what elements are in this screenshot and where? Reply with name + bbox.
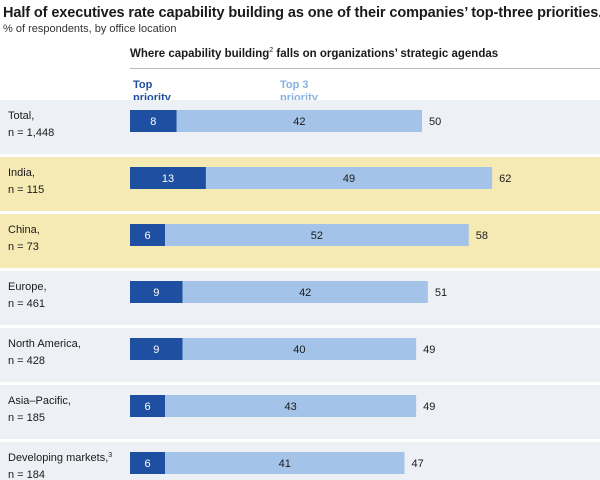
row-label-count: n = 184 xyxy=(8,469,45,480)
chart-heading: Where capability building2 falls on orga… xyxy=(130,47,498,60)
bar-total-label: 49 xyxy=(423,401,435,413)
row-label-footnote: 3 xyxy=(108,452,112,459)
bar-top-priority xyxy=(130,338,183,360)
bar-top3-priority-label: 49 xyxy=(343,173,355,185)
bar-top3-priority xyxy=(182,281,428,303)
row-label-name: China, xyxy=(8,224,40,236)
bar-top-priority xyxy=(130,452,166,474)
row-label: Total, n = 1,448 xyxy=(8,110,54,139)
bar-top-priority xyxy=(130,167,206,189)
bar-top3-priority-label: 42 xyxy=(299,287,311,299)
row-label-count: n = 428 xyxy=(8,355,45,367)
bar-top-priority-label: 13 xyxy=(162,173,174,185)
bar-top-priority-label: 6 xyxy=(144,401,150,413)
bar-top3-priority xyxy=(205,167,493,189)
bar-total-label: 47 xyxy=(411,458,423,470)
bar-top3-priority-label: 40 xyxy=(293,344,305,356)
row-label-name: Developing markets, xyxy=(8,452,108,464)
bar-top-priority-label: 6 xyxy=(144,230,150,242)
bar-total-label: 58 xyxy=(476,230,488,242)
row-label-count: n = 185 xyxy=(8,412,45,424)
row-label-count: n = 115 xyxy=(8,184,44,196)
legend-top-line1: Top xyxy=(133,79,153,91)
bar-total-label: 51 xyxy=(435,287,447,299)
heading-divider xyxy=(130,68,600,69)
bar-total-label: 49 xyxy=(423,344,435,356)
chart-heading-text: Where capability building xyxy=(130,47,270,60)
row-label-name: North America, xyxy=(8,338,81,350)
bar-top3-priority-label: 43 xyxy=(284,401,296,413)
row-label: Developing markets,3 n = 184 xyxy=(8,452,112,480)
bar-top-priority xyxy=(130,395,166,417)
row-label-name: Total, xyxy=(8,110,34,122)
legend-top3-line1: Top 3 xyxy=(280,79,309,91)
bar-top3-priority-label: 52 xyxy=(311,230,323,242)
row-label: Asia–Pacific, n = 185 xyxy=(8,395,71,424)
row-label-name: Europe, xyxy=(8,281,47,293)
bar-top3-priority xyxy=(165,224,469,246)
bar-top3-priority xyxy=(165,395,417,417)
bar-top-priority-label: 6 xyxy=(144,458,150,470)
chart-title: Half of executives rate capability build… xyxy=(3,5,600,21)
bar-top-priority-label: 9 xyxy=(153,287,159,299)
bar-top3-priority-label: 41 xyxy=(279,458,291,470)
row-label-name: Asia–Pacific, xyxy=(8,395,71,407)
bar-top3-priority xyxy=(176,110,422,132)
bar-total-label: 62 xyxy=(499,173,511,185)
bar-top-priority-label: 8 xyxy=(150,116,156,128)
row-label-name: India, xyxy=(8,167,35,179)
chart-heading-rest: falls on organizations’ strategic agenda… xyxy=(273,47,499,60)
row-label: Europe, n = 461 xyxy=(8,281,47,310)
row-label: North America, n = 428 xyxy=(8,338,81,367)
chart-subtitle: % of respondents, by office location xyxy=(3,23,177,35)
bar-top3-priority-label: 42 xyxy=(293,116,305,128)
chart-heading-footnote: 2 xyxy=(269,47,274,54)
bar-top3-priority xyxy=(165,452,405,474)
row-label-count: n = 1,448 xyxy=(8,127,54,139)
bar-top-priority-label: 9 xyxy=(153,344,159,356)
row-label: India, n = 115 xyxy=(8,167,44,196)
bar-top-priority xyxy=(130,224,166,246)
bar-total-label: 50 xyxy=(429,116,441,128)
row-label-count: n = 461 xyxy=(8,298,45,310)
row-label-count: n = 73 xyxy=(8,241,39,253)
bar-top-priority xyxy=(130,281,183,303)
bar-top-priority xyxy=(130,110,177,132)
row-label: China, n = 73 xyxy=(8,224,40,253)
bar-top3-priority xyxy=(182,338,417,360)
